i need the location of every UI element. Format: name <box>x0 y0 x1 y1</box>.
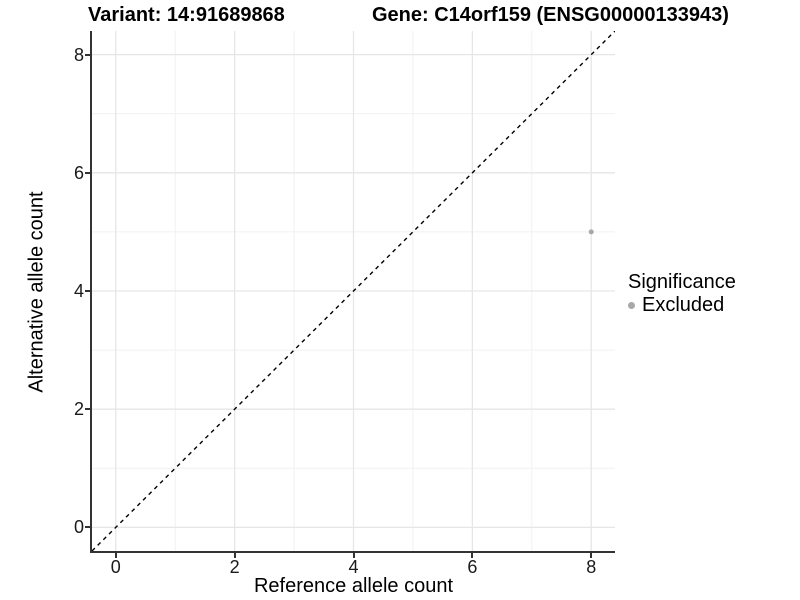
y-axis-tick-label: 6 <box>73 162 84 183</box>
legend-point-swatch <box>628 301 635 309</box>
x-axis-tick <box>114 553 117 558</box>
legend-item: Excluded <box>628 294 736 316</box>
y-axis-tick-label: 8 <box>73 44 84 65</box>
x-axis-tick <box>590 553 593 558</box>
x-axis-tick-label: 4 <box>348 557 359 577</box>
plot-title-variant: Variant: 14:91689868 <box>88 4 285 26</box>
x-axis-tick-label: 0 <box>110 557 121 577</box>
x-axis-tick <box>233 553 236 558</box>
legend-item-label: Excluded <box>642 294 725 316</box>
x-axis-tick-label: 2 <box>229 557 240 577</box>
x-axis-tick <box>352 553 355 558</box>
x-axis-tick <box>471 553 474 558</box>
y-axis-title: Alternative allele count <box>25 191 48 393</box>
x-axis-tick-label: 6 <box>467 557 478 577</box>
plot-title-gene: Gene: C14orf159 (ENSG00000133943) <box>372 4 729 26</box>
y-axis-tick <box>85 53 90 56</box>
y-axis-tick <box>85 171 90 174</box>
legend: Significance Excluded <box>628 270 736 316</box>
x-axis-tick-label: 8 <box>586 557 597 577</box>
legend-items: Excluded <box>628 294 736 316</box>
y-axis-tick-label: 4 <box>73 281 84 301</box>
y-axis-tick <box>85 408 90 411</box>
y-axis-tick-label: 2 <box>73 399 84 420</box>
identity-line <box>92 31 615 551</box>
legend-title: Significance <box>628 271 736 293</box>
y-axis-tick <box>85 290 90 292</box>
plot-canvas <box>92 31 615 551</box>
y-axis-tick <box>85 526 90 529</box>
plot-panel <box>90 31 615 553</box>
x-axis-title: Reference allele count <box>253 575 453 597</box>
data-point <box>588 229 594 235</box>
y-axis-tick-label: 0 <box>73 517 84 538</box>
